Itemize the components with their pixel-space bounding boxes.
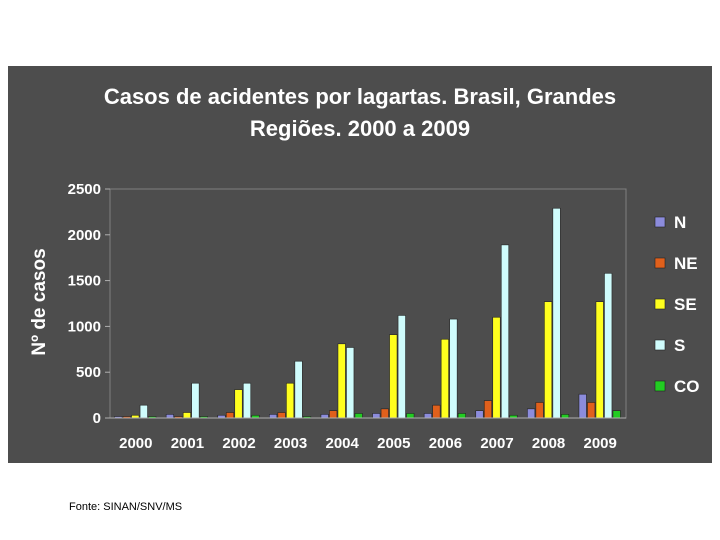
y-tick-label: 2000 (68, 227, 101, 244)
legend-swatch-se (654, 298, 666, 310)
bar-se-2002 (234, 389, 243, 419)
legend-swatch-ne (654, 257, 666, 269)
x-tick-label: 2006 (429, 435, 462, 452)
y-tick-label: 0 (93, 410, 101, 427)
bar-s-2008 (552, 207, 561, 419)
bar-n-2001 (165, 414, 174, 419)
bar-s-2003 (294, 360, 303, 419)
plot-area: 0 500 1000 1500 2000 2500 2000 2001 2002 2003 2004… (68, 181, 627, 452)
x-tick-label: 2002 (222, 435, 255, 452)
bar-n-2004 (320, 414, 329, 419)
bar-s-2009 (604, 272, 613, 419)
bar-s-2001 (191, 382, 200, 419)
bar-co-2009 (612, 410, 621, 419)
legend-label-se: SE (674, 295, 697, 314)
bar-se-2008 (544, 301, 553, 419)
x-tick-label: 2007 (480, 435, 513, 452)
legend: N NE SE S CO (654, 213, 700, 396)
y-tick-label: 1500 (68, 273, 101, 290)
x-tick-label: 2009 (584, 435, 617, 452)
bar-ne-2008 (535, 402, 544, 419)
chart-title-line-2: Regiões. 2000 a 2009 (250, 116, 470, 141)
bar-ne-2007 (483, 400, 493, 419)
bar-s-2004 (346, 347, 355, 419)
bar-se-2009 (595, 301, 604, 419)
x-tick-label: 2005 (377, 435, 410, 452)
source-note: Fonte: SINAN/SNV/MS (69, 501, 183, 513)
bar-co-2008 (561, 414, 570, 419)
bar-s-2006 (449, 318, 458, 419)
bar-ne-2009 (587, 402, 596, 419)
bar-co-2005 (406, 413, 415, 419)
bar-s-2000 (139, 404, 148, 419)
x-tick-label: 2001 (171, 435, 204, 452)
legend-label-s: S (674, 336, 685, 355)
bar-n-2003 (269, 414, 278, 419)
chart-title-line-1: Casos de acidentes por lagartas. Brasil,… (104, 84, 616, 109)
legend-swatch-co (654, 380, 666, 392)
bar-n-2009 (578, 393, 587, 419)
bar-co-2006 (457, 413, 466, 419)
chart-svg: Casos de acidentes por lagartas. Brasil,… (29, 84, 700, 452)
bar-se-2003 (286, 382, 295, 419)
bar-n-2008 (527, 408, 536, 419)
x-tick-label: 2003 (274, 435, 307, 452)
bar-co-2004 (354, 413, 363, 419)
x-tick-label: 2004 (326, 435, 360, 452)
plot-background (109, 188, 627, 419)
y-tick-label: 1000 (68, 318, 101, 335)
legend-label-co: CO (674, 377, 700, 396)
bar-se-2006 (440, 338, 449, 419)
x-tick-label: 2008 (532, 435, 565, 452)
y-axis-label: Nº de casos (29, 248, 50, 355)
bar-s-2002 (242, 382, 252, 419)
bar-n-2006 (423, 413, 432, 419)
legend-swatch-n (654, 216, 666, 228)
y-tick-label: 2500 (68, 181, 101, 198)
x-tick-label: 2000 (119, 435, 152, 452)
bar-ne-2004 (329, 410, 338, 419)
bar-s-2005 (397, 315, 406, 419)
bar-se-2005 (389, 334, 398, 419)
bar-ne-2006 (432, 404, 441, 419)
bar-ne-2002 (225, 412, 235, 419)
bar-n-2007 (475, 410, 484, 419)
legend-label-ne: NE (674, 254, 698, 273)
bar-se-2001 (182, 412, 191, 419)
bar-ne-2005 (380, 408, 389, 419)
bar-ne-2003 (277, 412, 286, 419)
legend-swatch-s (654, 339, 666, 351)
bar-n-2005 (372, 413, 381, 419)
legend-label-n: N (674, 213, 686, 232)
bar-s-2007 (500, 244, 510, 419)
y-tick-label: 500 (76, 364, 101, 381)
bar-se-2004 (337, 343, 346, 419)
bar-se-2007 (492, 316, 501, 419)
chart-panel: Casos de acidentes por lagartas. Brasil,… (8, 66, 712, 463)
